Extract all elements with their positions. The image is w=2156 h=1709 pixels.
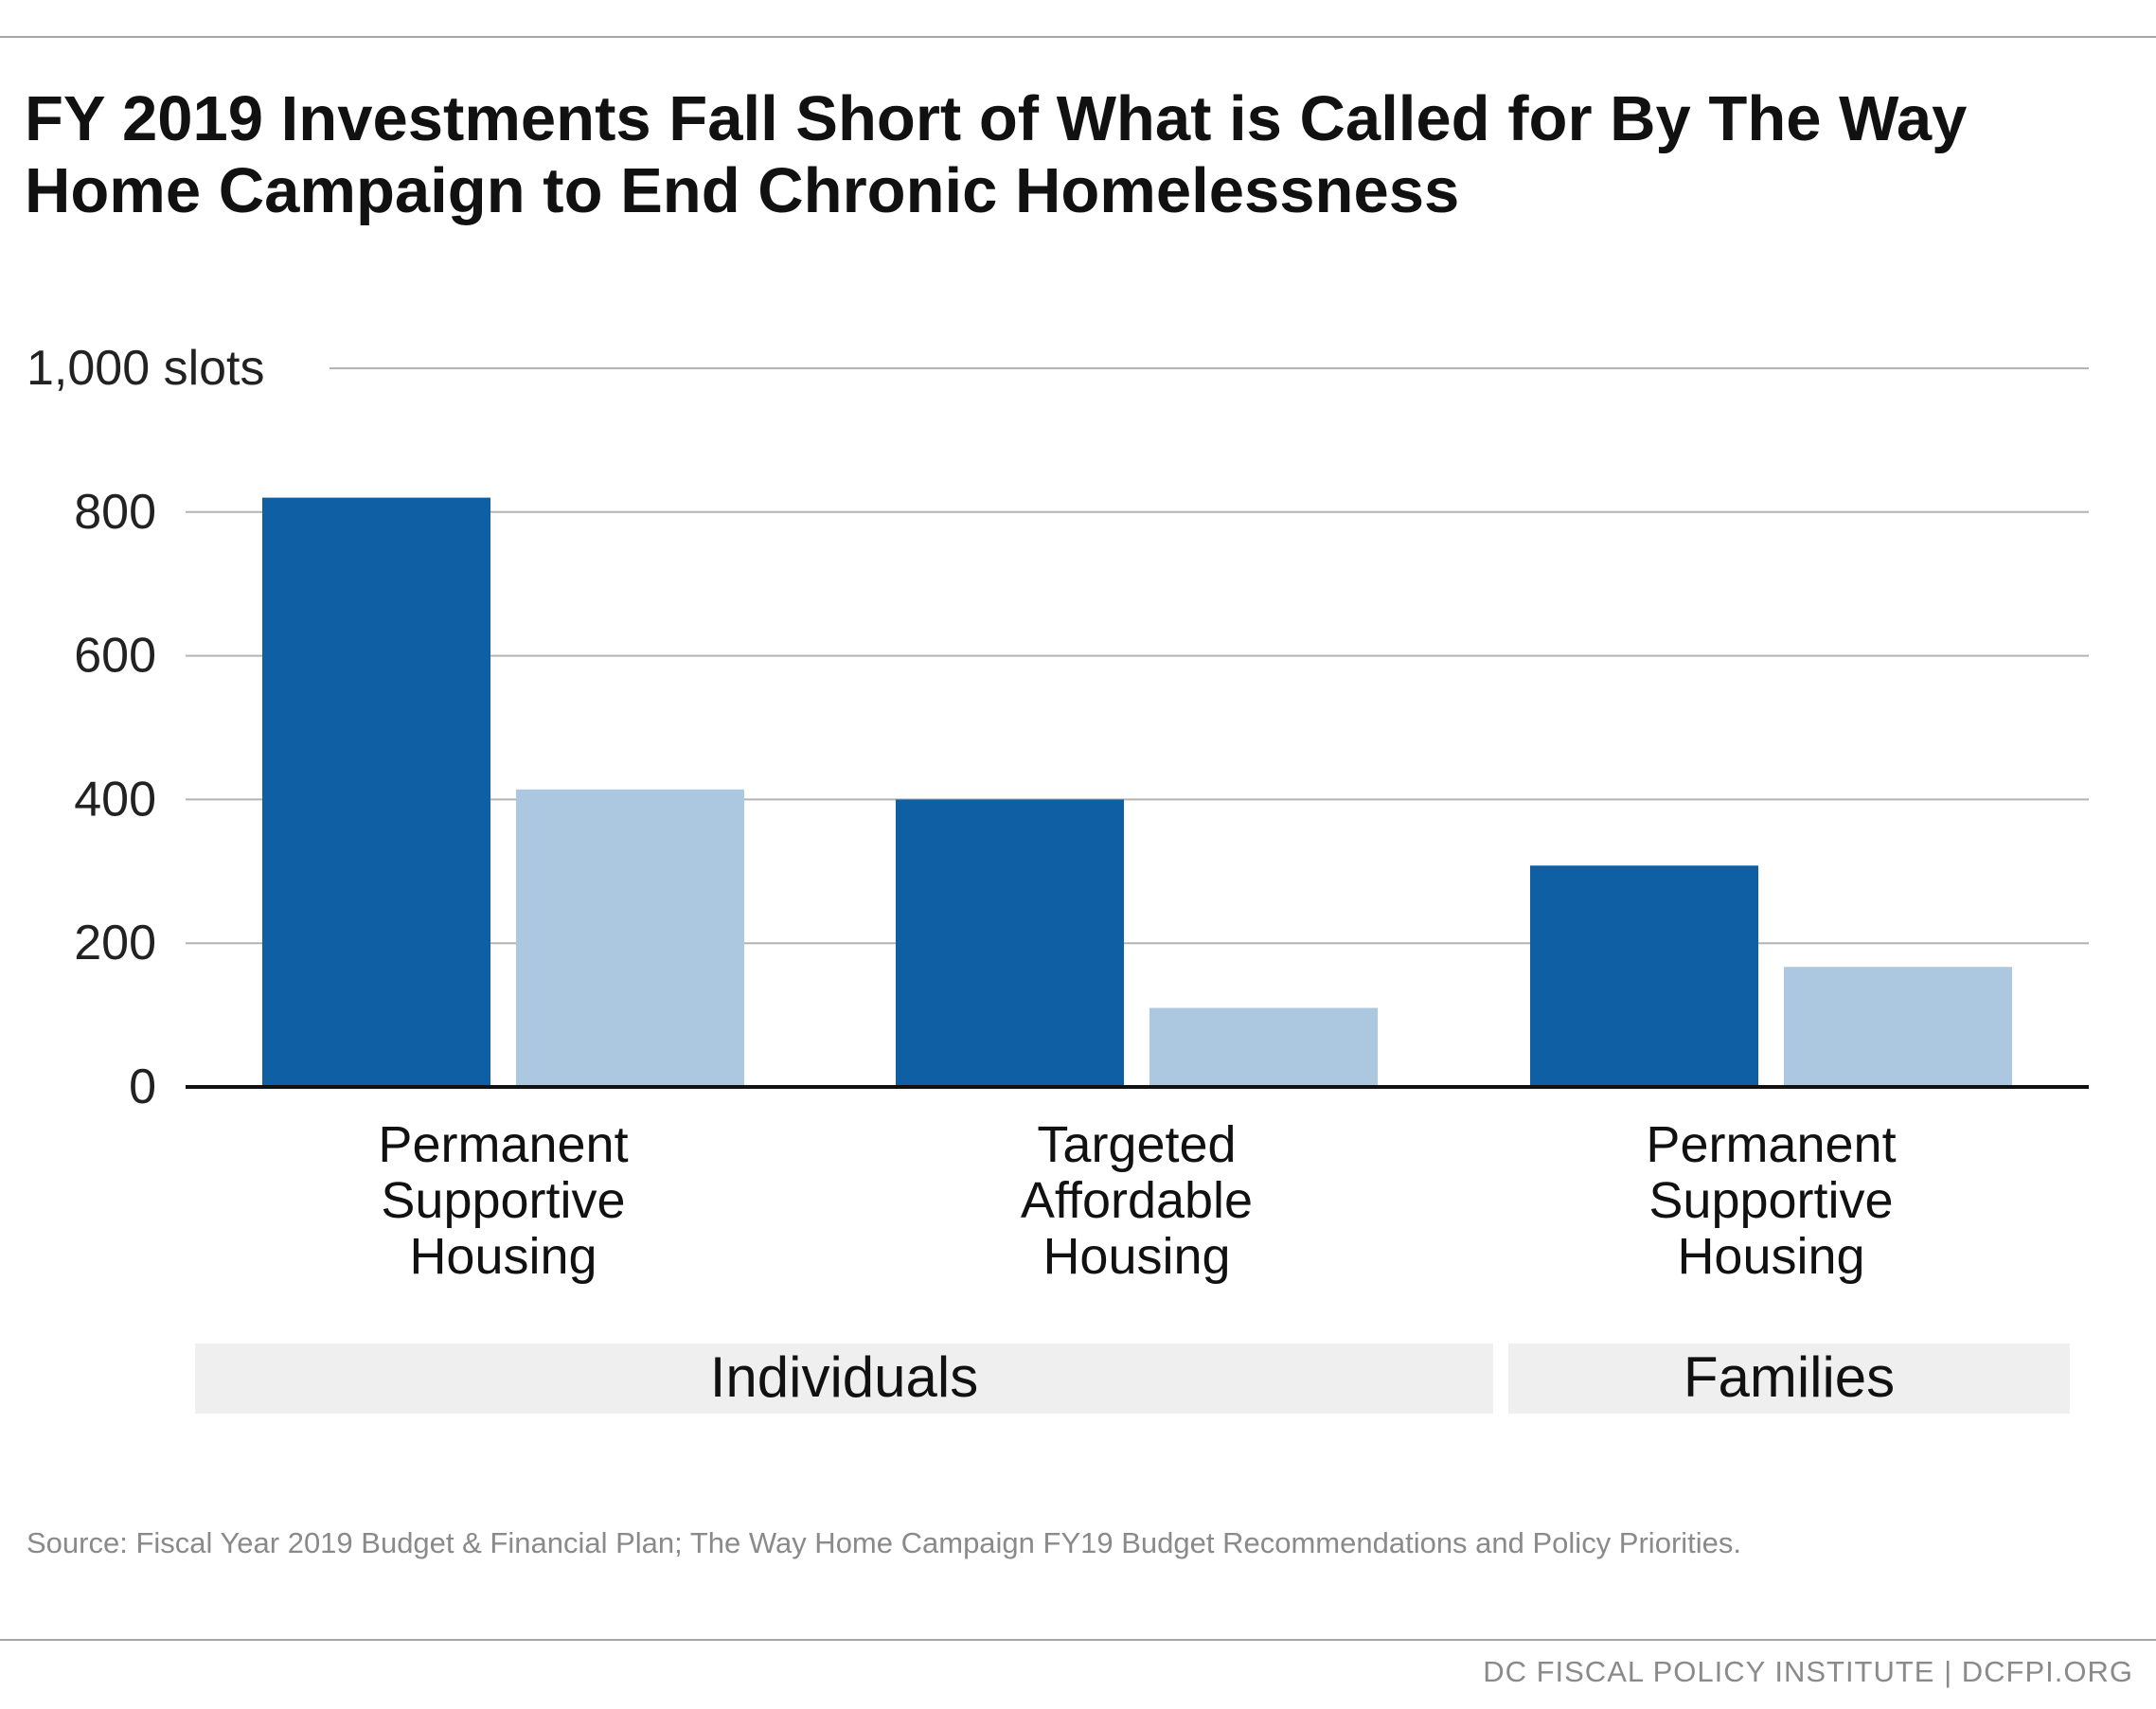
bars — [262, 497, 2012, 1087]
x-category-label-line: Housing — [1677, 1228, 1864, 1285]
group-band — [1508, 1344, 2070, 1414]
x-category-label: Permanent Supportive Housing — [1646, 1116, 1896, 1285]
bar-series-1-category-1 — [262, 497, 490, 1087]
y-tick-label: 400 — [74, 772, 156, 827]
bottom-rule — [0, 1639, 2156, 1641]
y-tick-label: 1,000 slots — [27, 341, 265, 396]
y-tick-label: 200 — [74, 916, 156, 970]
bar-series-1-category-3 — [1530, 865, 1758, 1087]
footer-credit: DC FISCAL POLICY INSTITUTE | DCFPI.ORG — [1483, 1655, 2133, 1688]
x-category-label-line: Affordable — [1021, 1172, 1253, 1229]
x-category-label: Targeted Affordable Housing — [1021, 1116, 1253, 1285]
x-category-label-line: Permanent — [1646, 1116, 1896, 1173]
y-tick-label: 800 — [74, 485, 156, 540]
x-category-label-line: Housing — [409, 1228, 597, 1285]
category-group-bands: Individuals Families — [195, 1344, 2070, 1414]
group-band — [195, 1344, 1493, 1414]
group-label: Families — [1684, 1345, 1895, 1409]
y-axis-tick-labels: 0 200 400 600 800 1,000 slots — [27, 341, 265, 1114]
chart-title: FY 2019 Investments Fall Short of What i… — [25, 83, 1968, 226]
x-category-label-line: Supportive — [1648, 1172, 1893, 1229]
bar-series-1-category-2 — [896, 799, 1124, 1087]
gridlines — [186, 367, 2089, 945]
x-category-label: Permanent Supportive Housing — [378, 1116, 628, 1285]
x-category-label-line: Supportive — [381, 1172, 625, 1229]
bar-series-2-category-3 — [1784, 967, 2012, 1087]
x-category-label-line: Targeted — [1037, 1116, 1236, 1173]
source-note: Source: Fiscal Year 2019 Budget & Financ… — [27, 1526, 1742, 1559]
y-tick-label: 0 — [129, 1059, 156, 1114]
top-rule — [0, 36, 2156, 38]
group-label: Individuals — [710, 1345, 979, 1409]
y-tick-label: 600 — [74, 629, 156, 684]
x-category-label-line: Housing — [1042, 1228, 1230, 1285]
bar-series-2-category-2 — [1149, 1007, 1378, 1087]
bar-series-2-category-1 — [516, 789, 744, 1087]
x-category-label-line: Permanent — [378, 1116, 628, 1173]
